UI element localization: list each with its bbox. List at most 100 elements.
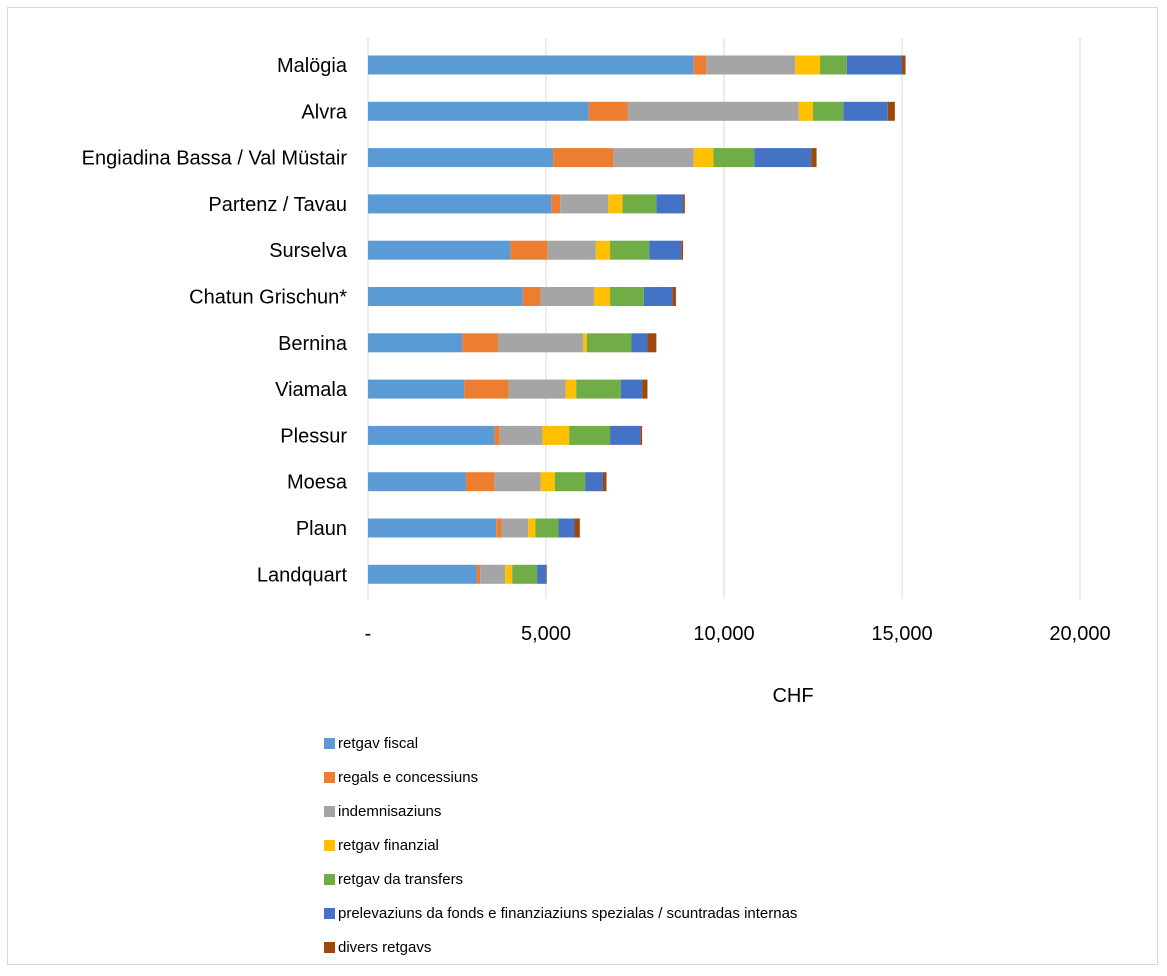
legend-item: divers retgavs [324,930,797,964]
category-label: Alvra [301,101,347,123]
bar-segment [569,425,611,445]
bar-segment [820,55,847,75]
legend-label: prelevaziuns da fonds e finanziaziuns sp… [338,904,798,922]
category-label: Engiadina Bassa / Val Müstair [82,148,348,170]
bar-segment [595,240,611,260]
bar-segment [627,101,799,121]
category-label: Bernina [278,333,348,355]
bar-segment [560,194,609,214]
bar-segment [558,518,575,538]
bar-segment [554,472,586,492]
bar-segment [368,518,497,538]
legend-swatch [324,839,335,851]
category-label: Plessur [280,425,347,447]
bar-segment [547,240,596,260]
legend-item: retgav da transfers [324,862,797,896]
category-label: Malögia [277,55,348,77]
bar-segment [622,194,657,214]
category-label: Partenz / Tavau [208,194,347,216]
bar-segment [574,518,580,538]
bars [368,55,906,584]
category-label: Surselva [269,240,348,262]
bar-segment [681,240,684,260]
bar-segment [540,287,595,306]
bar-segment [535,518,559,538]
bar-segment [494,472,541,492]
bar-segment [368,425,495,445]
bar-segment [610,287,644,306]
legend-label: retgav finanzial [338,836,439,854]
bar-segment [537,564,546,584]
chart-frame: Malögia Alvra Engiadina Bassa / Val Müstai… [7,7,1158,965]
bar-segment [902,55,906,75]
bar-segment [553,148,614,168]
bar-segment [642,379,648,399]
bar-segment [647,333,657,353]
bar-segment [499,425,543,445]
legend-swatch [324,907,335,919]
bar-segment [368,240,511,260]
bar-segment [522,287,541,306]
bar-segment [546,564,547,584]
bar-segment [649,240,682,260]
bar-segment [798,101,813,121]
bar-segment [496,518,502,538]
legend-label: indemnisaziuns [338,802,442,820]
bar-segment [480,564,506,584]
legend-item: indemnisaziuns [324,794,797,828]
category-label: Chatun Grischun* [189,287,347,309]
bar-segment [754,148,812,168]
bar-segment [608,194,623,214]
bar-segment [813,101,844,121]
x-tick-label: 15,000 [871,623,932,645]
category-label: Viamala [275,379,348,401]
bar-segment [368,101,589,121]
bar-segment [476,564,481,584]
bar-segment [465,472,495,492]
bar-segment [368,379,465,399]
bar-segment [887,101,895,121]
bar-segment [586,333,632,353]
category-label: Moesa [287,472,348,494]
bar-segment [795,55,821,75]
legend-item: prelevaziuns da fonds e finanziaziuns sp… [324,896,797,930]
x-tick-labels: - 5,000 10,000 15,000 20,000 [365,623,1111,645]
bar-segment [594,287,611,306]
legend-swatch [324,737,335,749]
bar-segment [811,148,817,168]
bar-segment [631,333,648,353]
legend-label: retgav da transfers [338,870,464,888]
bar-segment [368,55,694,75]
bar-segment [368,194,552,214]
bar-segment [462,333,498,353]
bar-segment [528,518,536,538]
bar-segment [565,379,577,399]
x-tick-label: 20,000 [1049,623,1110,645]
bar-segment [368,287,523,306]
bar-segment [640,425,643,445]
bar-segment [508,379,566,399]
bar-segment [613,148,694,168]
bar-segment [706,55,796,75]
bar-segment [542,425,570,445]
bar-segment [497,333,584,353]
bar-segment [494,425,500,445]
bar-segment [846,55,902,75]
legend-label: regals e concessiuns [338,768,479,786]
bar-segment [368,148,554,168]
bar-segment [643,287,673,306]
x-tick-label: 5,000 [521,623,571,645]
bar-segment [713,148,755,168]
bar-segment [576,379,621,399]
category-label: Landquart [257,564,348,586]
bar-segment [843,101,888,121]
bar-segment [610,425,641,445]
bar-segment [501,518,529,538]
gridlines [367,38,1081,599]
bar-segment [368,472,466,492]
bar-segment [656,194,684,214]
legend-item: retgav fiscal [324,726,797,760]
x-axis-title: CHF [772,685,813,707]
legend-item: retgav finanzial [324,828,797,862]
legend-swatch [324,771,335,783]
